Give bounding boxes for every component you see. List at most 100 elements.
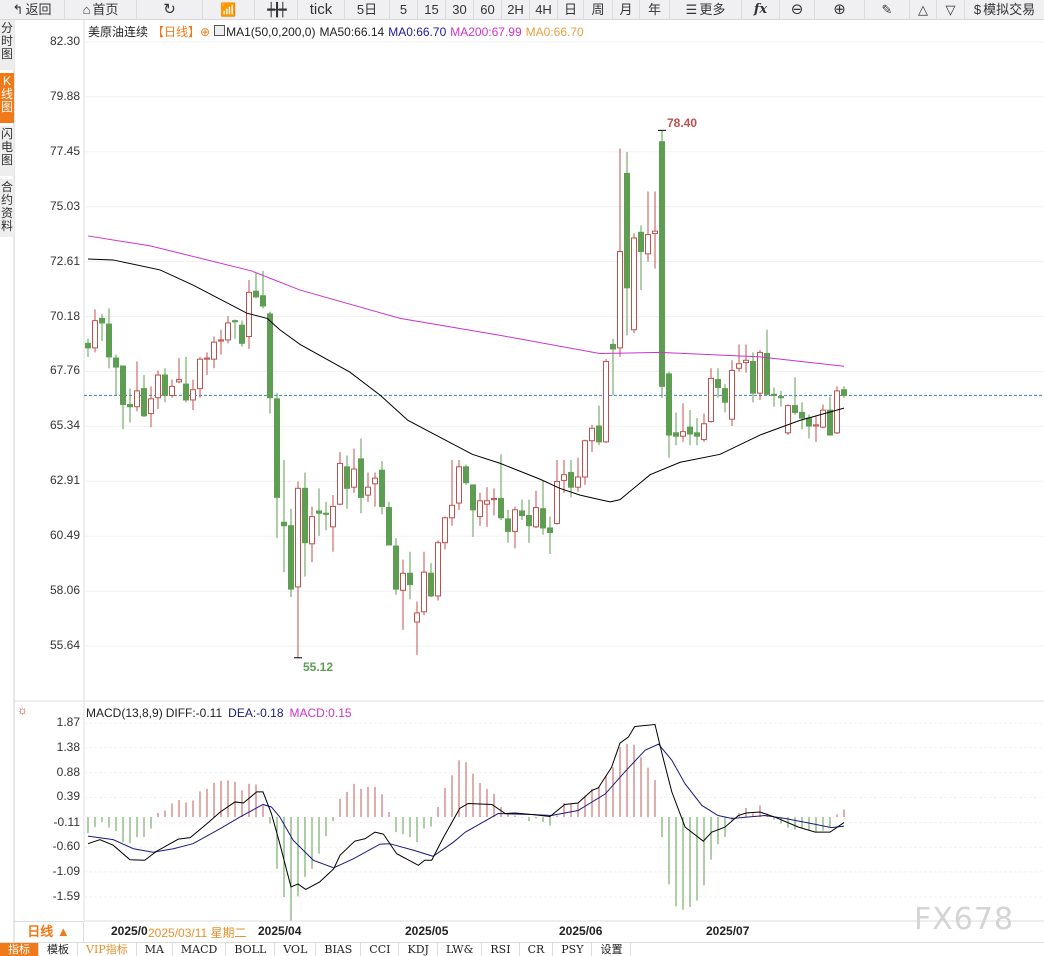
candle-down [274, 398, 280, 498]
macd-tick-label: -0.11 [53, 814, 80, 829]
indicator-tab-cr[interactable]: CR [520, 943, 554, 956]
period-30[interactable]: 30 [446, 0, 474, 19]
sim-trade-button[interactable]: $ 模拟交易 [973, 2, 1036, 17]
refresh-button[interactable]: ↻ [137, 0, 203, 19]
candle-down [288, 525, 294, 590]
more-button[interactable]: ☰ 更多 [670, 0, 742, 19]
candle-up [330, 505, 336, 528]
candle-down [505, 518, 511, 532]
candlestick-button[interactable]: ┿╂┿ [255, 0, 298, 19]
candle-down [407, 572, 413, 586]
high-price-label: 78.40 [667, 116, 698, 131]
candle-up [477, 500, 483, 518]
candle-up [484, 500, 490, 505]
period-15[interactable]: 15 [418, 0, 446, 19]
indicator-tab-cci[interactable]: CCI [361, 943, 400, 956]
period-dropdown[interactable]: 日线 ▲ [14, 921, 84, 942]
dea-line [87, 743, 845, 869]
price-tick-label: 60.49 [49, 528, 80, 543]
indicator-tab-14[interactable]: 设置 [592, 943, 632, 956]
macd-settings-icon[interactable]: ☼ [17, 703, 28, 717]
sidebar: 分时图 K线图 闪电图 合约资料 [0, 20, 14, 240]
candle-down [596, 425, 602, 443]
indicator-tab-lw[interactable]: LW& [438, 943, 483, 956]
period-week[interactable]: 周 [584, 0, 613, 19]
candle-up [617, 251, 623, 349]
candle-down [841, 389, 847, 396]
price-tick-label: 65.34 [49, 418, 80, 433]
period-day[interactable]: 日 [558, 0, 584, 19]
candle-up [701, 423, 707, 441]
sidebar-item-flash[interactable]: 闪电图 [0, 126, 14, 176]
home-button[interactable]: ⌂ 首页 [65, 0, 137, 19]
candle-up [757, 351, 763, 394]
candle-down [120, 365, 126, 405]
up-triangle-button[interactable]: △ [910, 0, 937, 19]
period-5[interactable]: 5 [390, 0, 418, 19]
candle-up [533, 507, 539, 528]
candle-down [113, 357, 119, 368]
formula-button[interactable]: fx [742, 0, 780, 19]
sidebar-item-kline[interactable]: K线图 [0, 73, 14, 123]
sidebar-item-timeshare[interactable]: 分时图 [0, 20, 14, 70]
period-4h[interactable]: 4H [530, 0, 558, 19]
candle-down [610, 343, 616, 350]
candle-up [211, 341, 217, 360]
candle-down [799, 411, 805, 419]
period-5day[interactable]: 5日 [345, 0, 390, 19]
candle-up [442, 517, 448, 544]
indicator-tab-macd[interactable]: MACD [173, 943, 227, 956]
zoom-in-button[interactable]: ⊕ [815, 0, 865, 19]
candle-down [526, 515, 532, 527]
indicator-tab-kdj[interactable]: KDJ [399, 943, 438, 956]
candle-down [162, 374, 168, 396]
macd-value: MACD:0.15 [289, 706, 352, 720]
ma50-line [87, 258, 845, 503]
candle-up [708, 377, 714, 422]
candle-up [351, 468, 357, 488]
period-year[interactable]: 年 [640, 0, 670, 19]
add-icon[interactable]: ⊕ [200, 25, 211, 39]
home-icon: ⌂ [82, 2, 91, 17]
dea-value: DEA:-0.18 [228, 706, 284, 720]
indicator-tab-vip[interactable]: VIP指标 [78, 943, 137, 956]
candle-down [722, 388, 728, 403]
down-triangle-button[interactable]: ▽ [937, 0, 965, 19]
period-month[interactable]: 月 [613, 0, 640, 19]
candle-down [267, 313, 273, 399]
candle-down [393, 545, 399, 590]
indicator-tab-boll[interactable]: BOLL [226, 943, 276, 956]
period-tick[interactable]: tick [298, 0, 345, 19]
candle-down [316, 510, 322, 514]
diff-line [87, 723, 845, 891]
candlestick-icon: ┿╂┿ [267, 2, 287, 17]
indicator-icon[interactable] [214, 25, 226, 36]
candle-up [134, 390, 140, 408]
sidebar-item-contract-info[interactable]: 合约资料 [0, 179, 14, 237]
indicator-chart-button[interactable]: 📶 [203, 0, 255, 19]
candle-down [666, 373, 672, 436]
back-button[interactable]: ↰ 返回 [0, 0, 65, 19]
candle-down [141, 388, 147, 417]
candle-up [561, 474, 567, 481]
indicator-tab-psy[interactable]: PSY [553, 943, 593, 956]
draw-button[interactable]: ✎ [865, 0, 910, 19]
indicator-tab-0[interactable]: 指标 [0, 943, 39, 956]
indicator-tab-1[interactable]: 模板 [39, 943, 78, 956]
candle-up [820, 409, 826, 428]
candle-down [638, 231, 644, 253]
candle-up [652, 230, 658, 234]
candle-up [449, 504, 455, 519]
candle-down [239, 324, 245, 344]
period-60[interactable]: 60 [474, 0, 502, 19]
indicator-tab-vol[interactable]: VOL [275, 943, 317, 956]
period-label: 【日线】 [152, 25, 201, 39]
period-2h[interactable]: 2H [502, 0, 530, 19]
indicator-tab-ma[interactable]: MA [137, 943, 173, 956]
indicator-tab-bias[interactable]: BIAS [316, 943, 362, 956]
candle-down [715, 379, 721, 388]
indicator-tab-rsi[interactable]: RSI [482, 943, 520, 956]
zoom-out-button[interactable]: ⊖ [780, 0, 815, 19]
candle-down [547, 527, 553, 533]
